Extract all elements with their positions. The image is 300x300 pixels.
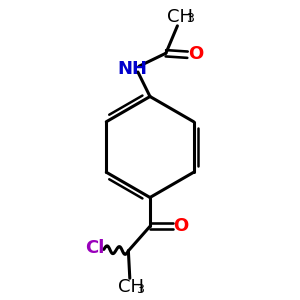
Text: 3: 3 [136, 283, 144, 296]
Text: CH: CH [118, 278, 144, 296]
Text: NH: NH [118, 60, 148, 78]
Text: CH: CH [167, 8, 193, 26]
Text: O: O [173, 217, 189, 235]
Text: 3: 3 [186, 12, 194, 25]
Text: O: O [188, 45, 203, 63]
Text: Cl: Cl [85, 239, 104, 257]
